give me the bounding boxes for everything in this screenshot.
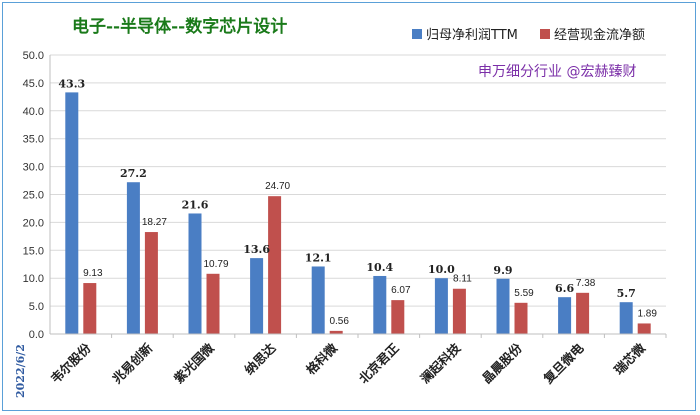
source-annotation: 申万细分行业 @宏赫臻财 [478,64,636,80]
data-label-cashflow: 18.27 [142,217,167,228]
bar-profit [619,302,633,334]
data-label-profit: 13.6 [243,243,270,256]
data-label-cashflow: 1.89 [637,308,657,319]
bar-cashflow [514,302,528,334]
data-label-cashflow: 5.59 [514,288,534,299]
bar-profit [558,297,572,334]
y-tick-label: 15.0 [23,245,44,257]
x-category-label: 晶晨股份 [479,340,525,386]
bar-profit [434,278,448,334]
data-label-cashflow: 10.79 [203,259,228,270]
x-category-label: 澜起科技 [417,340,463,386]
chart-frame [2,2,696,411]
y-tick-label: 50.0 [23,50,44,62]
y-tick-label: 35.0 [23,134,44,146]
y-tick-label: 0.0 [29,329,44,341]
x-category-label: 纳思达 [241,340,278,377]
data-label-profit: 12.1 [305,251,332,264]
bar-cashflow [144,232,158,334]
bar-cashflow [268,196,282,334]
data-label-cashflow: 7.38 [576,278,596,289]
bars [65,92,651,334]
data-label-profit: 5.7 [617,287,636,300]
bar-profit [373,275,387,334]
data-label-profit: 43.3 [58,77,85,90]
bar-profit [496,278,510,334]
date-label: 2022/6/2 [14,344,27,398]
x-category-label: 紫光国微 [171,340,217,386]
bar-cashflow [452,288,466,334]
data-label-cashflow: 8.11 [453,274,472,285]
legend-swatch-profit [412,29,422,39]
data-label-profit: 10.0 [428,263,455,276]
x-category-label: 韦尔股份 [48,340,94,386]
x-category-label: 瑞芯微 [611,340,648,377]
bar-cashflow [206,273,220,334]
data-label-profit: 27.2 [120,167,147,180]
y-tick-label: 25.0 [23,190,44,202]
data-label-profit: 9.9 [493,264,512,277]
data-label-profit: 6.6 [555,282,574,295]
y-tick-label: 45.0 [23,78,44,90]
bar-profit [65,92,79,334]
y-tick-label: 10.0 [23,273,44,285]
bar-profit [250,258,264,334]
x-axis: 韦尔股份 兆易创新 紫光国微 纳思达 格科微 北京君正 澜起科技 晶晨股份 复旦微电 瑞芯微 [48,333,667,387]
legend-label-cashflow: 经营现金流净额 [554,27,645,43]
bar-cashflow [637,323,651,334]
data-label-cashflow: 9.13 [83,268,103,279]
bar-profit [188,213,202,334]
data-label-cashflow: 24.70 [265,181,290,192]
bar-profit [311,266,325,334]
legend-swatch-cashflow [540,29,550,39]
legend: 归母净利润TTM 经营现金流净额 [412,27,645,43]
chart-title: 电子--半导体--数字芯片设计 [72,16,287,37]
x-category-label: 复旦微电 [540,340,587,387]
data-label-cashflow: 0.56 [329,316,349,327]
data-label-cashflow: 6.07 [391,285,411,296]
x-category-label: 格科微 [303,340,340,377]
bar-cashflow [329,330,343,334]
legend-label-profit: 归母净利润TTM [426,28,518,43]
x-category-label: 北京君正 [356,340,402,386]
bar-cashflow [83,283,97,334]
bar-profit [126,182,140,334]
y-axis: 0.0 5.0 10.0 15.0 20.0 25.0 30.0 35.0 40.0 45.0 50… [23,50,51,341]
y-tick-label: 5.0 [29,301,44,313]
y-tick-label: 40.0 [23,106,44,118]
x-category-label: 兆易创新 [109,340,155,386]
bar-cashflow [391,300,405,334]
y-tick-label: 20.0 [23,217,44,229]
data-label-profit: 10.4 [366,261,393,274]
y-tick-label: 30.0 [23,162,44,174]
bar-cashflow [576,292,590,334]
data-label-profit: 21.6 [182,198,209,211]
data-labels: 43.3 9.13 27.2 18.27 21.6 10.79 13.6 24.70 12.1 0… [58,77,657,326]
